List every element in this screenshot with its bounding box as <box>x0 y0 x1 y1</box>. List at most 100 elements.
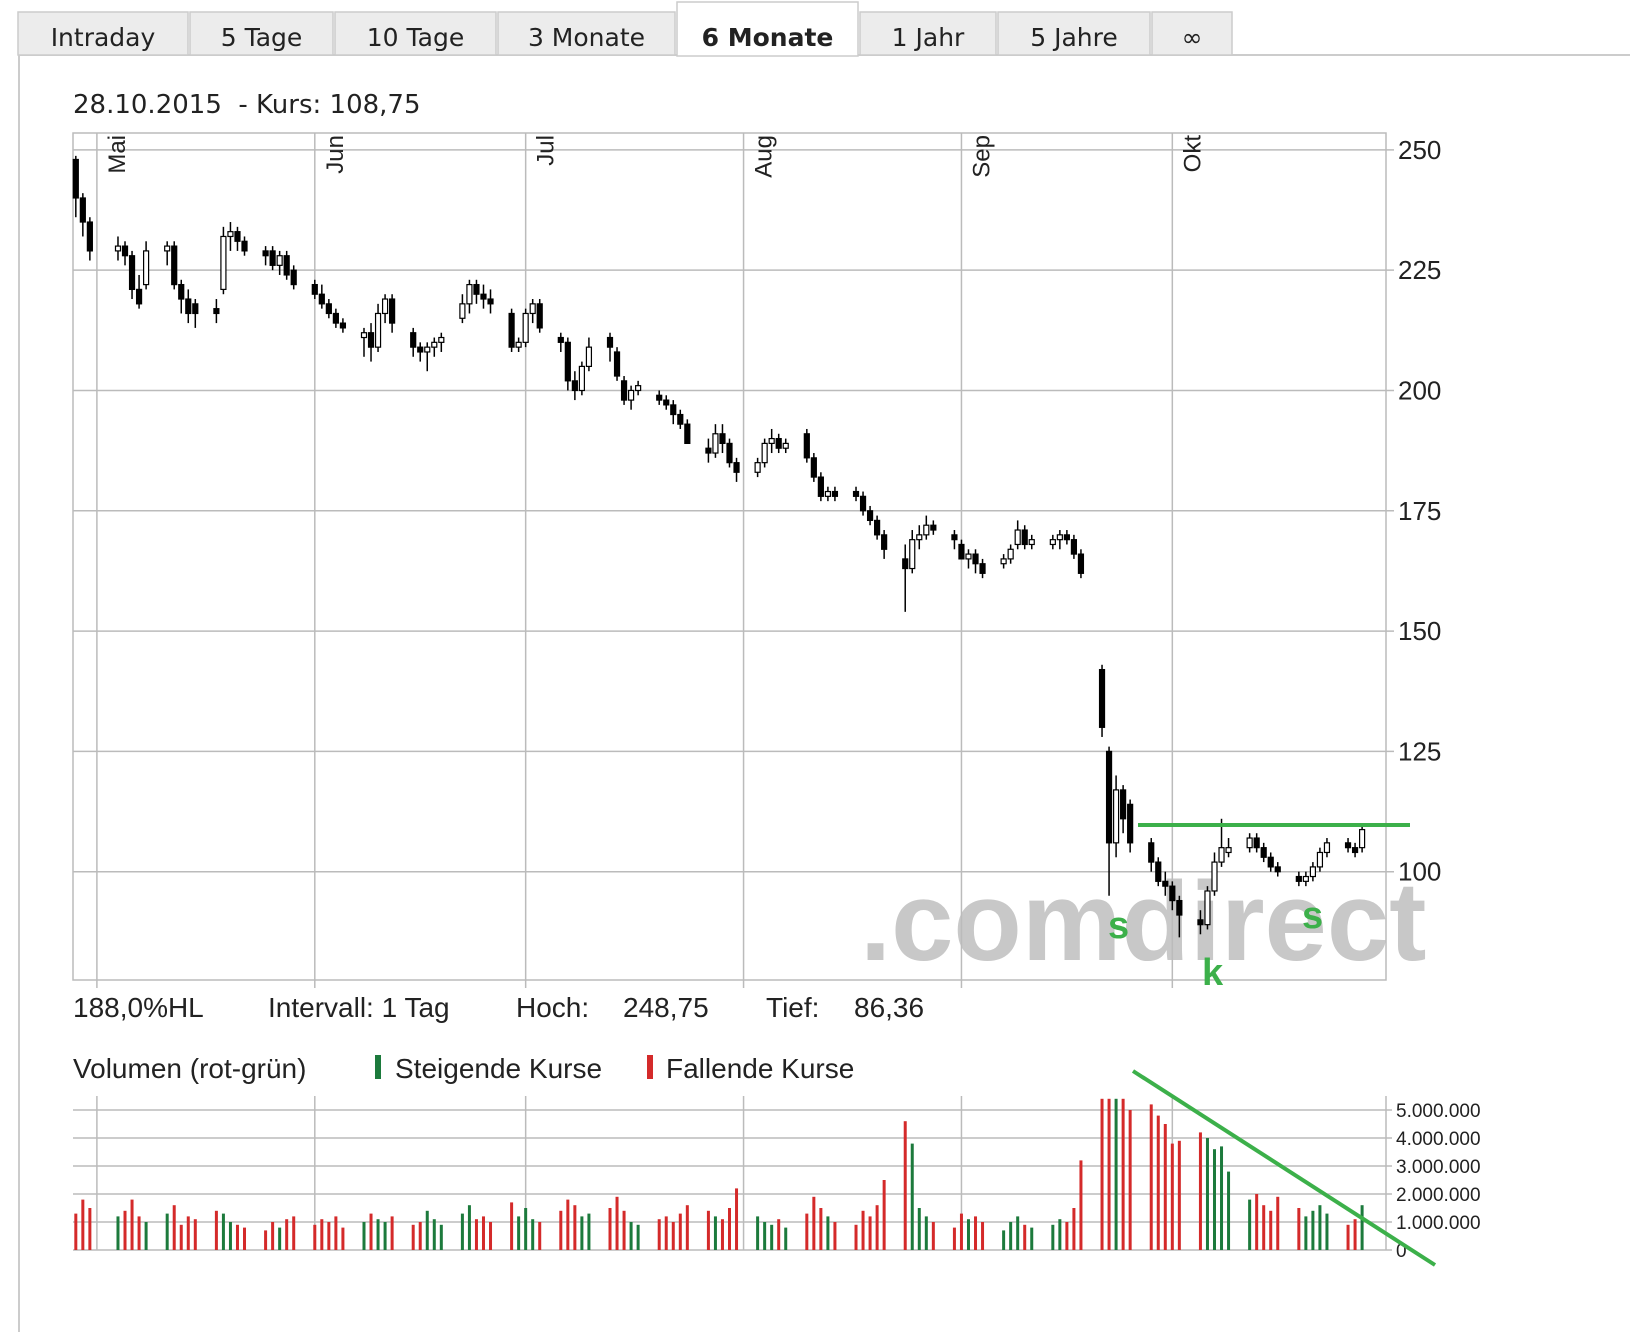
volume-bar <box>861 1210 865 1250</box>
volume-bar <box>489 1222 493 1250</box>
volume-bar <box>875 1205 879 1250</box>
volume-bar <box>833 1222 837 1250</box>
candle-body <box>726 442 733 464</box>
candle-body <box>1056 534 1063 541</box>
volume-bar <box>165 1213 169 1250</box>
candle-body <box>1295 875 1302 882</box>
candle-body <box>557 336 564 343</box>
tab-label[interactable]: 1 Jahr <box>892 23 965 52</box>
volume-bar <box>1318 1205 1322 1250</box>
candle-body <box>881 534 888 550</box>
volume-bar <box>88 1208 92 1250</box>
candle-body <box>262 250 269 257</box>
volume-bar <box>1114 1098 1118 1250</box>
candle-body <box>1049 539 1056 546</box>
candle-body <box>367 332 375 348</box>
volume-bar <box>763 1222 767 1250</box>
candle-body <box>290 269 297 286</box>
tab-label[interactable]: Intraday <box>51 23 156 52</box>
volume-bar <box>1128 1110 1132 1250</box>
tab-label[interactable]: 5 Jahre <box>1030 23 1118 52</box>
candle-body <box>705 447 712 454</box>
volume-bar <box>1360 1205 1364 1250</box>
info-low: 86,36 <box>854 992 924 1023</box>
volume-bar <box>566 1199 570 1250</box>
candle-body <box>1070 539 1078 555</box>
volume-bar <box>1051 1224 1055 1250</box>
candle-body <box>178 283 185 300</box>
volume-bar <box>868 1216 872 1250</box>
candle-body <box>733 462 740 473</box>
annotation: s <box>1108 905 1129 947</box>
volume-bar <box>966 1219 970 1250</box>
volume-bar <box>664 1216 668 1250</box>
candle-body <box>1316 851 1324 868</box>
candle-body <box>1112 789 1120 844</box>
volume-bar <box>622 1210 626 1250</box>
candle-body <box>958 543 965 560</box>
candle-body <box>852 490 860 497</box>
volume-bar <box>819 1208 823 1250</box>
volume-bar <box>137 1216 141 1250</box>
volume-bar <box>903 1121 907 1250</box>
candle-body <box>930 524 937 531</box>
candle-body <box>775 437 782 449</box>
candle-body <box>684 423 691 445</box>
volume-bar <box>770 1224 774 1250</box>
info-high: 248,75 <box>623 992 709 1023</box>
volume-bar <box>1311 1210 1315 1250</box>
candle-body <box>213 308 220 315</box>
tab[interactable] <box>997 11 1151 56</box>
volume-bar <box>1079 1160 1083 1250</box>
volume-bar <box>1353 1219 1357 1250</box>
candle-body <box>135 288 143 305</box>
volume-bar <box>608 1208 612 1250</box>
volume-bar <box>882 1180 886 1250</box>
tab-bar: Intraday 5 Tage 10 Tage 3 Monate 6 Monate 1 J… <box>17 1 1630 57</box>
tab[interactable] <box>676 1 859 57</box>
volume-bar <box>1227 1171 1231 1250</box>
candle-body <box>613 351 621 377</box>
candle-body <box>360 332 368 339</box>
tab-label[interactable]: ∞ <box>1182 23 1203 52</box>
tab-label[interactable]: 10 Tage <box>367 23 464 52</box>
candle-body <box>1267 856 1274 868</box>
candle-body <box>620 380 628 401</box>
candle-body <box>283 255 290 276</box>
candle-body <box>951 534 958 541</box>
tab-label[interactable]: 5 Tage <box>221 23 303 52</box>
tab-label[interactable]: 3 Monate <box>528 23 645 52</box>
candle-body <box>1098 668 1106 728</box>
volume-tick-label: 0 <box>1396 1241 1407 1262</box>
candle-body <box>1253 837 1260 849</box>
tab[interactable] <box>17 11 189 56</box>
y-tick-label: 225 <box>1398 255 1441 285</box>
candle-body <box>1260 847 1267 858</box>
candle-body <box>627 389 635 401</box>
tab[interactable] <box>334 11 497 56</box>
volume-bar <box>432 1219 436 1250</box>
volume-bar <box>917 1208 921 1250</box>
tab[interactable] <box>497 11 676 56</box>
tab[interactable] <box>859 11 997 56</box>
tab-label[interactable]: 6 Monate <box>702 23 834 52</box>
candle-body <box>817 476 824 497</box>
volume-bar <box>221 1213 225 1250</box>
candle-body <box>121 245 129 257</box>
candle-body <box>1063 534 1070 541</box>
y-tick-label: 175 <box>1398 496 1441 526</box>
volume-bar <box>1198 1132 1202 1250</box>
candle-body <box>670 404 677 416</box>
tab[interactable] <box>189 11 334 56</box>
candle-body <box>192 303 199 315</box>
candle-body <box>1225 847 1232 854</box>
candle-body <box>909 539 916 570</box>
volume-bar <box>362 1222 366 1250</box>
tab[interactable] <box>1151 11 1233 56</box>
volume-bar <box>629 1222 633 1250</box>
candle-body <box>965 553 972 560</box>
volume-bar <box>1262 1205 1266 1250</box>
candle-body <box>311 283 318 295</box>
